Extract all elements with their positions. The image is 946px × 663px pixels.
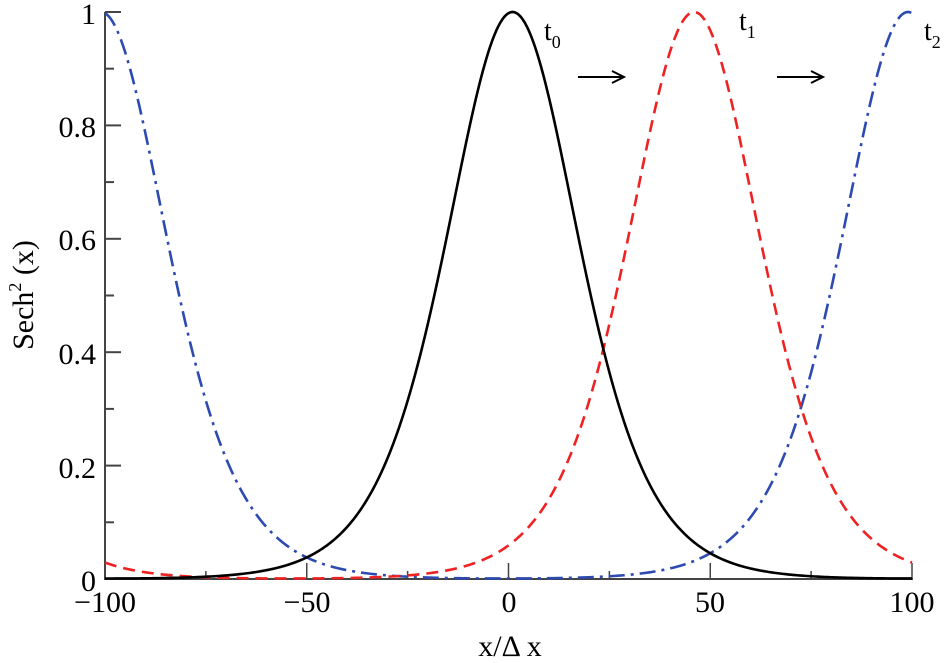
curves [104, 10, 913, 580]
y-tick-label: 0.8 [59, 111, 97, 144]
x-tick-labels: −100 −50 0 50 100 [74, 586, 934, 619]
y-tick-label: 1 [81, 0, 96, 31]
x-tick-label: 50 [695, 586, 725, 619]
curve-t0 [105, 10, 913, 580]
x-tick-label: 0 [502, 586, 517, 619]
y-tick-label: 0.6 [59, 224, 97, 257]
curve-t1 [104, 10, 913, 580]
label-t1: t1 [739, 6, 756, 42]
axes [104, 11, 913, 580]
y-tick-label: 0.4 [59, 338, 97, 371]
x-axis-title: x/Δ x [478, 630, 541, 663]
arrow-icon [777, 70, 826, 84]
y-tick-label: 0.2 [59, 452, 97, 485]
arrow-icon [578, 70, 627, 84]
y-axis-title: Sech2 (x) [5, 240, 40, 350]
x-tick-label: 100 [890, 586, 935, 619]
y-tick-label: 0 [81, 565, 96, 598]
y-ticks [105, 11, 121, 580]
label-t2: t2 [924, 16, 941, 52]
time-annotations: t0 t1 t2 [544, 6, 941, 84]
label-t0: t0 [544, 16, 561, 52]
x-tick-label: −100 [74, 586, 136, 619]
x-tick-label: −50 [284, 586, 331, 619]
y-tick-labels: 0 0.2 0.4 0.6 0.8 1 [59, 0, 97, 598]
curve-t2 [104, 10, 913, 580]
